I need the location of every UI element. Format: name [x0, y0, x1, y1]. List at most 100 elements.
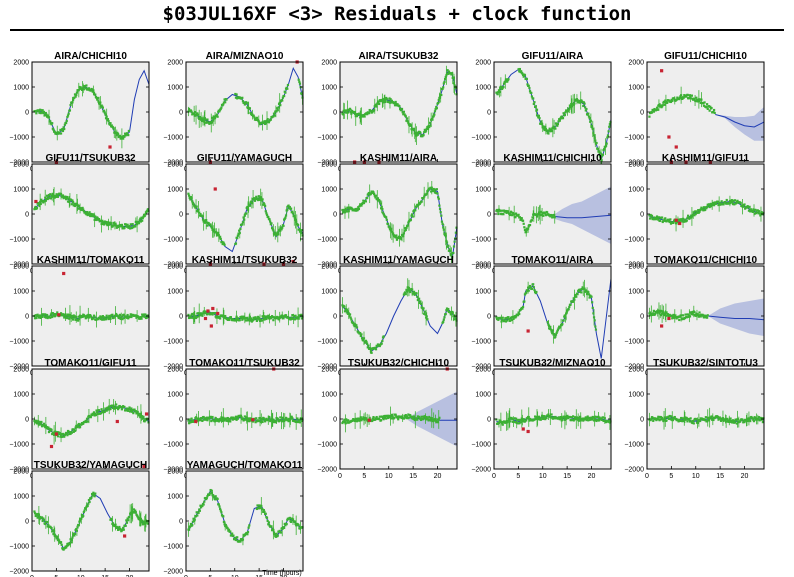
residual-point [88, 500, 91, 504]
residual-point [41, 199, 44, 203]
panel-title: AIRA/TSUKUB32 [358, 51, 438, 62]
residual-point [100, 316, 103, 319]
residual-point [584, 417, 587, 421]
panel-title: TSUKUB32/CHICHI10 [348, 358, 450, 369]
residual-point [523, 300, 526, 303]
x-tick-label: 20 [741, 473, 749, 480]
residual-point [387, 414, 390, 417]
residual-point [298, 228, 301, 231]
residual-point [544, 212, 547, 215]
residual-point [35, 514, 39, 517]
residual-point [688, 94, 691, 97]
residual-point [244, 418, 247, 421]
residual-point [123, 316, 126, 320]
residual-point [134, 509, 137, 512]
residual-point [502, 209, 506, 212]
residual-point [130, 407, 133, 410]
residual-point [546, 321, 549, 324]
residual-point [90, 496, 93, 499]
residual-point [300, 229, 303, 232]
residual-point [725, 420, 728, 423]
residual-point [522, 75, 525, 78]
x-tick-label: 15 [409, 473, 417, 480]
residual-point [691, 421, 694, 425]
panel-title: GIFU11/YAMAGUCH [197, 153, 292, 164]
panel-title: KASHIM11/GIFU11 [662, 153, 750, 164]
residual-point [601, 153, 605, 156]
residual-point [445, 309, 448, 312]
residual-point [35, 314, 39, 317]
residual-point [651, 313, 654, 316]
residual-point [757, 416, 761, 419]
residual-point [132, 508, 136, 511]
residual-point [59, 541, 63, 544]
residual-point [381, 415, 384, 418]
residual-point [692, 419, 695, 423]
residual-point [42, 313, 45, 316]
y-tick-label: 1000 [628, 85, 644, 92]
residual-point [529, 286, 532, 289]
residual-point [194, 111, 197, 114]
residual-point [551, 216, 554, 219]
residual-point [248, 417, 252, 420]
residual-point [390, 417, 393, 420]
residual-point [593, 319, 596, 322]
y-tick-label: 2000 [628, 162, 644, 169]
residual-point [420, 415, 423, 418]
y-tick-label: 0 [25, 417, 29, 424]
residual-point [502, 82, 506, 85]
residual-point [75, 91, 78, 94]
residual-point [436, 420, 439, 424]
residual-point [418, 301, 421, 304]
residual-point [241, 223, 244, 226]
residual-point [584, 289, 587, 292]
residual-point [556, 122, 560, 126]
residual-point [411, 213, 414, 216]
panel-background [340, 62, 457, 162]
residual-point [258, 504, 261, 507]
residual-point [533, 418, 536, 421]
residual-point [66, 313, 70, 316]
residual-point [589, 416, 592, 419]
residual-point [120, 408, 123, 411]
residual-point [57, 431, 60, 434]
y-tick-label: 1000 [167, 392, 183, 399]
residual-point [535, 290, 538, 294]
residual-point [146, 314, 149, 317]
residual-point [39, 108, 42, 111]
residual-point [506, 80, 509, 83]
residual-point [66, 200, 70, 203]
residual-point [276, 107, 279, 110]
y-tick-label: 2000 [13, 469, 29, 476]
residual-point [536, 114, 539, 117]
residual-point [373, 194, 376, 197]
residual-point [44, 426, 47, 429]
residual-point [128, 515, 131, 518]
residual-point [129, 410, 132, 413]
residual-point [273, 532, 276, 536]
residual-point [218, 505, 221, 508]
residual-point [293, 216, 297, 219]
residual-point [689, 417, 692, 420]
residual-point [196, 419, 200, 422]
y-tick-label: 0 [640, 110, 644, 117]
residual-point [84, 507, 87, 510]
residual-point [78, 425, 82, 429]
residual-point [556, 330, 559, 333]
residual-point [142, 415, 145, 418]
residual-point [38, 423, 41, 426]
outlier-point [34, 199, 38, 204]
y-tick-label: −1000 [163, 442, 183, 449]
residual-point [749, 208, 752, 211]
residual-point [453, 240, 456, 243]
residual-point [648, 217, 652, 220]
y-tick-label: 0 [179, 519, 183, 526]
residual-point [584, 109, 587, 112]
residual-point [438, 207, 442, 211]
residual-point [407, 413, 410, 416]
residual-point [720, 418, 723, 421]
residual-point [689, 216, 692, 219]
residual-point [201, 419, 204, 422]
residual-point [442, 82, 445, 85]
